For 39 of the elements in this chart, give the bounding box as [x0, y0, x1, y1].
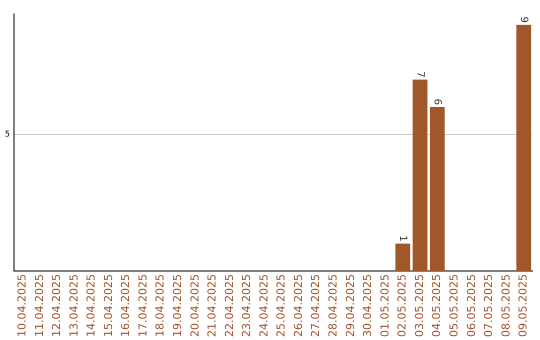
data-label: 9: [518, 16, 530, 23]
x-tick-label: 19.04.2025: [171, 274, 184, 338]
x-tick-label: 23.04.2025: [240, 274, 254, 338]
x-tick-label: 21.04.2025: [206, 274, 219, 338]
data-label: 1: [397, 235, 408, 242]
x-tick-label: 13.04.2025: [67, 274, 80, 338]
x-tick-label: 27.04.2025: [309, 274, 322, 338]
x-tick-label: 10.04.2025: [16, 274, 28, 338]
bar: [516, 24, 532, 272]
x-tick-label: 18.04.2025: [154, 274, 167, 338]
x-tick-label: 04.05.2025: [430, 274, 444, 338]
bar: [430, 106, 445, 272]
x-tick-label: 06.05.2025: [464, 274, 478, 338]
x-tick-label: 09.05.2025: [516, 274, 530, 338]
data-label: 7: [414, 71, 426, 78]
x-tick-label: 16.04.2025: [119, 274, 132, 338]
x-tick-label: 12.04.2025: [50, 274, 64, 338]
x-tick-label: 17.04.2025: [136, 274, 150, 338]
x-tick-label: 20.04.2025: [188, 274, 202, 338]
x-tick-label: 07.05.2025: [482, 274, 496, 338]
x-tick-label: 05.05.2025: [447, 274, 460, 338]
x-tick-label: 02.05.2025: [396, 274, 409, 338]
y-tick-label: 5: [4, 129, 10, 138]
x-tick-label: 26.04.2025: [292, 274, 305, 338]
x-tick-label: 11.04.2025: [32, 274, 46, 338]
x-tick-label: 15.04.2025: [102, 274, 115, 338]
bar: [412, 80, 428, 272]
data-label: 6: [432, 98, 443, 105]
x-tick-label: 14.04.2025: [84, 274, 98, 338]
bar: [395, 244, 410, 272]
x-tick-label: 01.05.2025: [378, 274, 392, 338]
x-tick-label: 28.04.2025: [326, 274, 340, 338]
x-tick-label: 03.05.2025: [412, 274, 426, 338]
x-tick-label: 25.04.2025: [274, 274, 288, 338]
x-tick-label: 22.04.2025: [222, 274, 236, 338]
x-tick-label: 30.04.2025: [361, 274, 374, 338]
x-tick-label: 24.04.2025: [257, 274, 270, 338]
x-tick-label: 29.04.2025: [344, 274, 357, 338]
x-tick-label: 08.05.2025: [499, 274, 512, 338]
